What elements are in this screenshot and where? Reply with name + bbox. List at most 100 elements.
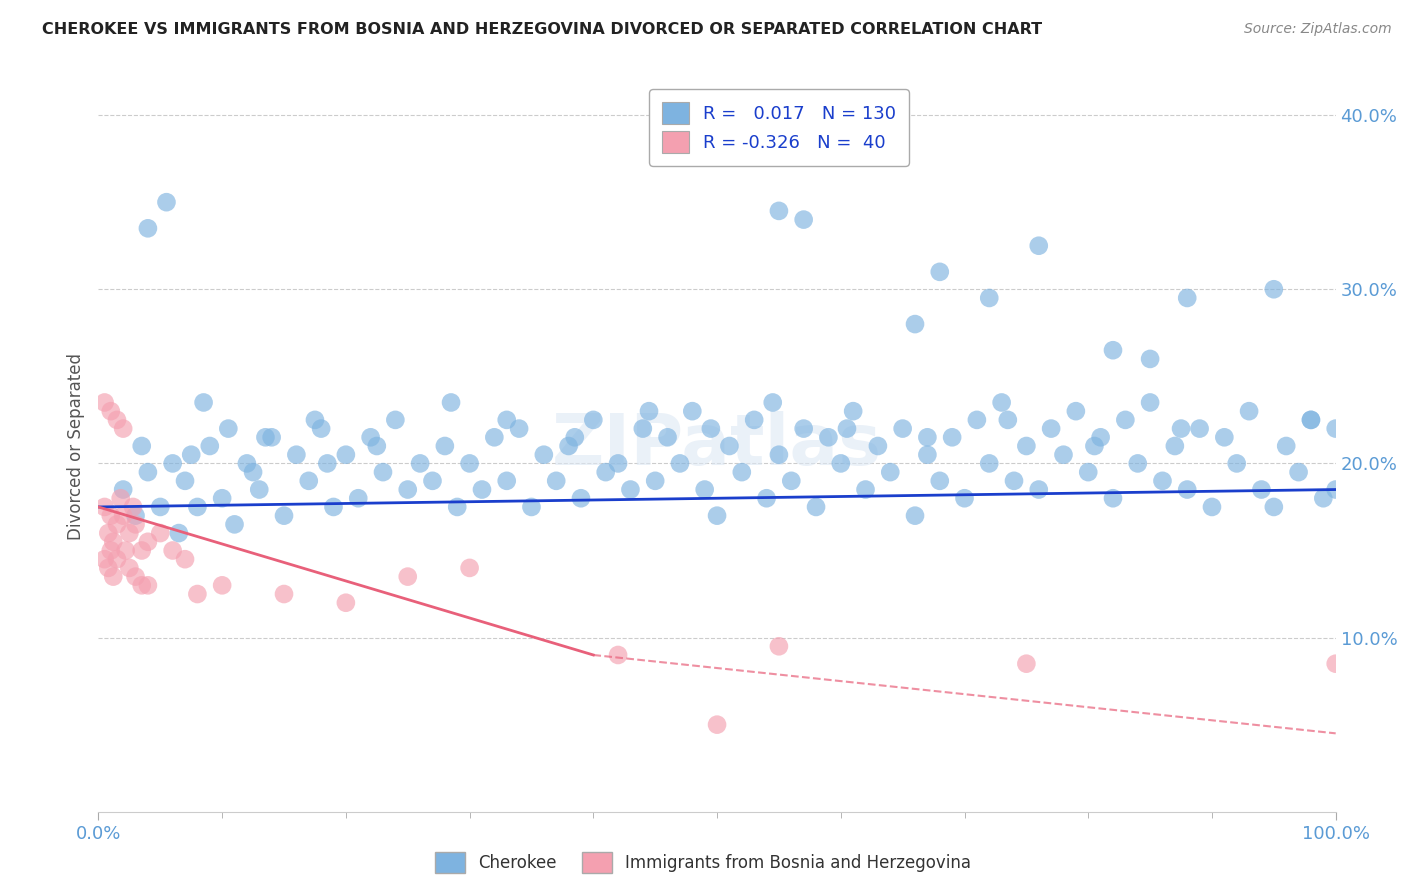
Point — [174, 474, 197, 488]
Point — [681, 404, 703, 418]
Point — [1015, 657, 1038, 671]
Point — [768, 203, 790, 218]
Point — [114, 543, 136, 558]
Point — [124, 508, 146, 523]
Point — [100, 543, 122, 558]
Point — [186, 587, 208, 601]
Text: Source: ZipAtlas.com: Source: ZipAtlas.com — [1244, 22, 1392, 37]
Point — [433, 439, 456, 453]
Point — [335, 448, 357, 462]
Point — [1152, 474, 1174, 488]
Point — [285, 448, 308, 462]
Point — [118, 561, 141, 575]
Point — [619, 483, 641, 497]
Point — [162, 543, 184, 558]
Point — [1052, 448, 1074, 462]
Point — [842, 404, 865, 418]
Point — [347, 491, 370, 506]
Point — [396, 483, 419, 497]
Point — [217, 421, 239, 435]
Point — [93, 552, 115, 566]
Point — [446, 500, 468, 514]
Point — [1040, 421, 1063, 435]
Point — [97, 526, 120, 541]
Point — [122, 500, 145, 514]
Point — [384, 413, 406, 427]
Point — [360, 430, 382, 444]
Point — [1237, 404, 1260, 418]
Point — [335, 596, 357, 610]
Point — [1090, 430, 1112, 444]
Point — [484, 430, 506, 444]
Point — [817, 430, 839, 444]
Text: ZIPatlas: ZIPatlas — [553, 411, 882, 481]
Point — [100, 508, 122, 523]
Point — [1102, 491, 1125, 506]
Point — [298, 474, 321, 488]
Point — [546, 474, 568, 488]
Point — [569, 491, 592, 506]
Point — [1324, 657, 1347, 671]
Point — [105, 413, 128, 427]
Point — [706, 508, 728, 523]
Point — [103, 534, 125, 549]
Point — [495, 413, 517, 427]
Point — [136, 534, 159, 549]
Point — [112, 483, 135, 497]
Point — [495, 474, 517, 488]
Point — [309, 421, 332, 435]
Point — [928, 265, 950, 279]
Point — [304, 413, 326, 427]
Point — [273, 508, 295, 523]
Point — [1114, 413, 1136, 427]
Point — [780, 474, 803, 488]
Point — [131, 578, 153, 592]
Point — [180, 448, 202, 462]
Point — [533, 448, 555, 462]
Point — [693, 483, 716, 497]
Point — [638, 404, 661, 418]
Point — [211, 491, 233, 506]
Point — [396, 569, 419, 583]
Point — [247, 483, 270, 497]
Point — [1002, 474, 1025, 488]
Point — [174, 552, 197, 566]
Point — [768, 640, 790, 654]
Point — [440, 395, 463, 409]
Point — [582, 413, 605, 427]
Point — [260, 430, 283, 444]
Point — [1275, 439, 1298, 453]
Point — [1263, 500, 1285, 514]
Point — [136, 465, 159, 479]
Point — [198, 439, 221, 453]
Point — [1126, 457, 1149, 471]
Point — [917, 430, 939, 444]
Point — [1064, 404, 1087, 418]
Point — [100, 404, 122, 418]
Point — [706, 717, 728, 731]
Point — [124, 517, 146, 532]
Point — [928, 474, 950, 488]
Point — [1250, 483, 1272, 497]
Point — [167, 526, 190, 541]
Point — [471, 483, 494, 497]
Point — [669, 457, 692, 471]
Point — [322, 500, 344, 514]
Point — [1312, 491, 1334, 506]
Text: CHEROKEE VS IMMIGRANTS FROM BOSNIA AND HERZEGOVINA DIVORCED OR SEPARATED CORRELA: CHEROKEE VS IMMIGRANTS FROM BOSNIA AND H… — [42, 22, 1042, 37]
Point — [458, 561, 481, 575]
Point — [149, 526, 172, 541]
Point — [118, 526, 141, 541]
Point — [254, 430, 277, 444]
Point — [793, 212, 815, 227]
Legend: Cherokee, Immigrants from Bosnia and Herzegovina: Cherokee, Immigrants from Bosnia and Her… — [429, 846, 977, 880]
Point — [1188, 421, 1211, 435]
Point — [520, 500, 543, 514]
Point — [186, 500, 208, 514]
Point — [508, 421, 530, 435]
Point — [112, 508, 135, 523]
Point — [979, 457, 1001, 471]
Point — [1170, 421, 1192, 435]
Point — [103, 569, 125, 583]
Point — [953, 491, 976, 506]
